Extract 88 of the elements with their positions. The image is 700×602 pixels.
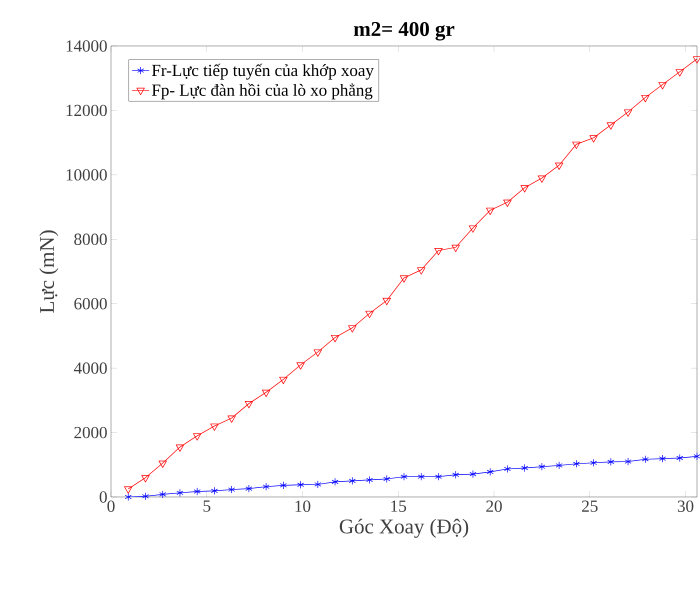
y-axis-title: Lực (mN)	[39, 230, 58, 313]
point	[556, 461, 563, 470]
point	[452, 244, 460, 252]
point	[193, 433, 202, 441]
point	[348, 325, 356, 333]
point	[520, 185, 529, 192]
point	[417, 267, 426, 275]
point	[262, 390, 270, 398]
point	[228, 416, 236, 423]
point	[606, 122, 615, 130]
point	[382, 298, 391, 306]
point	[624, 109, 632, 117]
point	[142, 492, 149, 500]
point	[676, 454, 684, 462]
x-tick-label: 0	[107, 500, 115, 512]
point	[176, 444, 184, 452]
x-axis-title: Góc Xoay (Độ)	[340, 518, 468, 538]
point	[228, 486, 236, 494]
point	[400, 472, 408, 481]
x-tick-label: 20	[486, 500, 502, 512]
point	[504, 465, 511, 473]
point	[624, 458, 632, 466]
y-tick-label: 4000	[74, 362, 107, 374]
point	[521, 464, 528, 472]
point	[262, 482, 270, 491]
y-tick-label: 12000	[66, 104, 107, 116]
point	[486, 468, 494, 476]
point	[641, 94, 650, 102]
x-tick-label: 30	[678, 500, 694, 512]
point	[280, 481, 287, 490]
point	[194, 488, 201, 496]
point	[538, 176, 546, 183]
point	[590, 458, 598, 467]
x-tick-label: 5	[204, 500, 210, 512]
point	[658, 82, 667, 90]
point	[694, 452, 700, 460]
y-tick-label: 2000	[74, 426, 107, 438]
point	[365, 310, 374, 318]
point	[245, 484, 252, 493]
y-tick-label: 0	[100, 491, 107, 503]
point	[314, 349, 322, 357]
point	[297, 480, 304, 489]
point	[210, 486, 218, 495]
point	[159, 490, 166, 498]
y-tick-label: 8000	[74, 234, 107, 245]
point	[607, 458, 614, 466]
legend-label: Fp- Lực đàn hồi của lò xo phẳng	[152, 83, 372, 100]
point	[348, 476, 356, 485]
y-tick-label: 14000	[66, 40, 107, 52]
chart-title: m2= 400 gr	[354, 22, 454, 40]
point	[330, 334, 340, 342]
point	[418, 472, 425, 481]
point	[314, 480, 322, 488]
x-tick-label: 10	[296, 500, 310, 512]
point	[434, 248, 443, 256]
x-tick-label: 25	[582, 500, 598, 512]
point	[503, 200, 512, 207]
point	[366, 476, 373, 484]
y-tick-label: 10000	[66, 169, 107, 181]
point	[659, 454, 666, 463]
point	[554, 162, 564, 170]
point	[692, 56, 700, 64]
point	[158, 460, 167, 468]
point	[589, 135, 598, 143]
point	[435, 472, 442, 481]
point	[141, 475, 150, 482]
y-tick-label: 6000	[74, 298, 107, 310]
point	[572, 460, 580, 468]
point	[538, 462, 546, 471]
point	[572, 142, 581, 149]
point	[642, 455, 649, 464]
point	[676, 69, 684, 76]
point	[383, 475, 390, 483]
point	[124, 486, 132, 494]
point	[279, 376, 288, 384]
point	[468, 225, 478, 233]
point	[332, 478, 339, 486]
point	[176, 488, 184, 497]
x-tick-label: 15	[391, 500, 406, 512]
point	[469, 470, 476, 478]
legend-label: Fr-Lực tiếp tuyến của khớp xoay	[152, 64, 374, 80]
point	[452, 470, 460, 479]
point	[400, 275, 408, 283]
point	[296, 362, 305, 370]
point	[210, 424, 219, 431]
point	[124, 493, 132, 501]
point	[244, 401, 254, 408]
point	[486, 208, 494, 216]
